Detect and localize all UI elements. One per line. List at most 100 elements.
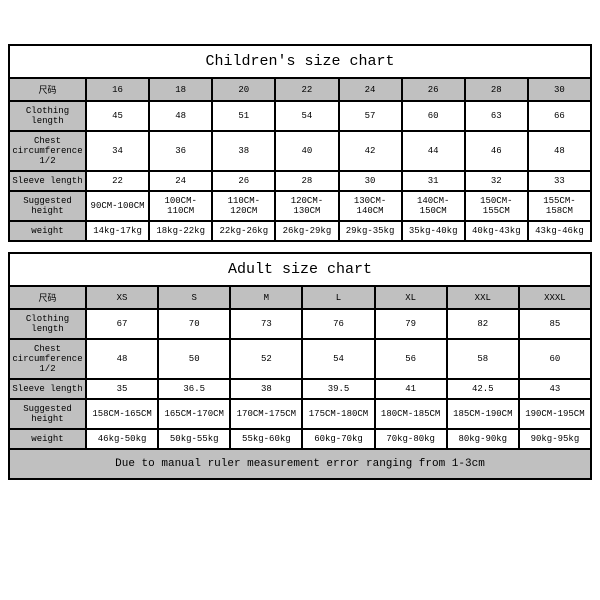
cell: 33 — [528, 171, 591, 191]
cell: 175CM-180CM — [302, 399, 374, 429]
row-label: Suggested height — [10, 399, 86, 429]
cell: 60 — [402, 101, 465, 131]
cell: 57 — [339, 101, 402, 131]
cell: 110CM-120CM — [212, 191, 275, 221]
adult-header-row: 尺码 XS S M L XL XXL XXXL — [10, 287, 591, 309]
table-row: Sleeve length 35 36.5 38 39.5 41 42.5 43 — [10, 379, 591, 399]
children-size: 20 — [212, 79, 275, 101]
cell: 73 — [230, 309, 302, 339]
cell: 85 — [519, 309, 591, 339]
row-label: Clothing length — [10, 101, 86, 131]
adult-size: XS — [86, 287, 158, 309]
cell: 41 — [375, 379, 447, 399]
row-label: Clothing length — [10, 309, 86, 339]
cell: 26kg-29kg — [275, 221, 338, 240]
cell: 140CM-150CM — [402, 191, 465, 221]
cell: 50kg-55kg — [158, 429, 230, 449]
adult-size: L — [302, 287, 374, 309]
cell: 67 — [86, 309, 158, 339]
children-table: 尺码 16 18 20 22 24 26 28 30 Clothing leng… — [10, 79, 592, 240]
cell: 22 — [86, 171, 149, 191]
children-size: 30 — [528, 79, 591, 101]
children-size: 22 — [275, 79, 338, 101]
cell: 120CM-130CM — [275, 191, 338, 221]
cell: 30 — [339, 171, 402, 191]
cell: 79 — [375, 309, 447, 339]
cell: 54 — [275, 101, 338, 131]
cell: 63 — [465, 101, 528, 131]
cell: 60kg-70kg — [302, 429, 374, 449]
cell: 38 — [230, 379, 302, 399]
cell: 48 — [149, 101, 212, 131]
row-label: weight — [10, 429, 86, 449]
cell: 24 — [149, 171, 212, 191]
cell: 70kg-80kg — [375, 429, 447, 449]
cell: 82 — [447, 309, 519, 339]
cell: 29kg-35kg — [339, 221, 402, 240]
cell: 165CM-170CM — [158, 399, 230, 429]
cell: 180CM-185CM — [375, 399, 447, 429]
cell: 50 — [158, 339, 230, 379]
cell: 45 — [86, 101, 149, 131]
children-header-row: 尺码 16 18 20 22 24 26 28 30 — [10, 79, 591, 101]
children-size: 18 — [149, 79, 212, 101]
cell: 51 — [212, 101, 275, 131]
row-label: Sleeve length — [10, 379, 86, 399]
children-size: 16 — [86, 79, 149, 101]
cell: 90kg-95kg — [519, 429, 591, 449]
cell: 40kg-43kg — [465, 221, 528, 240]
cell: 56 — [375, 339, 447, 379]
cell: 130CM-140CM — [339, 191, 402, 221]
row-label: Chest circumference 1/2 — [10, 339, 86, 379]
cell: 32 — [465, 171, 528, 191]
children-size: 28 — [465, 79, 528, 101]
size-header-label: 尺码 — [10, 287, 86, 309]
cell: 52 — [230, 339, 302, 379]
cell: 35 — [86, 379, 158, 399]
cell: 76 — [302, 309, 374, 339]
table-row: Suggested height 158CM-165CM 165CM-170CM… — [10, 399, 591, 429]
adult-size: XXXL — [519, 287, 591, 309]
cell: 185CM-190CM — [447, 399, 519, 429]
table-row: weight 46kg-50kg 50kg-55kg 55kg-60kg 60k… — [10, 429, 591, 449]
cell: 39.5 — [302, 379, 374, 399]
cell: 36.5 — [158, 379, 230, 399]
cell: 58 — [447, 339, 519, 379]
cell: 46 — [465, 131, 528, 171]
cell: 90CM-100CM — [86, 191, 149, 221]
cell: 150CM-155CM — [465, 191, 528, 221]
cell: 28 — [275, 171, 338, 191]
row-label: Chest circumference 1/2 — [10, 131, 86, 171]
table-row: Sleeve length 22 24 26 28 30 31 32 33 — [10, 171, 591, 191]
adult-size-chart: Adult size chart 尺码 XS S M L XL XXL XXXL… — [8, 252, 592, 480]
cell: 80kg-90kg — [447, 429, 519, 449]
cell: 14kg-17kg — [86, 221, 149, 240]
adult-size: XL — [375, 287, 447, 309]
cell: 158CM-165CM — [86, 399, 158, 429]
children-title: Children's size chart — [10, 46, 592, 79]
table-row: Clothing length 67 70 73 76 79 82 85 — [10, 309, 591, 339]
cell: 40 — [275, 131, 338, 171]
adult-size: M — [230, 287, 302, 309]
children-size: 24 — [339, 79, 402, 101]
cell: 31 — [402, 171, 465, 191]
cell: 35kg-40kg — [402, 221, 465, 240]
row-label: Sleeve length — [10, 171, 86, 191]
measurement-note: Due to manual ruler measurement error ra… — [10, 450, 592, 478]
children-size-chart: Children's size chart 尺码 16 18 20 22 24 … — [8, 44, 592, 242]
cell: 22kg-26kg — [212, 221, 275, 240]
cell: 43 — [519, 379, 591, 399]
children-size: 26 — [402, 79, 465, 101]
cell: 54 — [302, 339, 374, 379]
cell: 43kg-46kg — [528, 221, 591, 240]
cell: 170CM-175CM — [230, 399, 302, 429]
cell: 100CM-110CM — [149, 191, 212, 221]
size-header-label: 尺码 — [10, 79, 86, 101]
cell: 38 — [212, 131, 275, 171]
table-row: Clothing length 45 48 51 54 57 60 63 66 — [10, 101, 591, 131]
adult-size: XXL — [447, 287, 519, 309]
cell: 155CM-158CM — [528, 191, 591, 221]
cell: 55kg-60kg — [230, 429, 302, 449]
row-label: Suggested height — [10, 191, 86, 221]
cell: 36 — [149, 131, 212, 171]
